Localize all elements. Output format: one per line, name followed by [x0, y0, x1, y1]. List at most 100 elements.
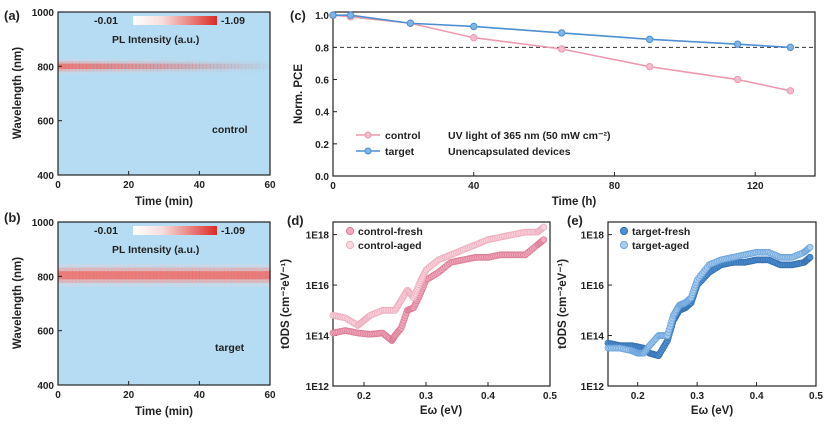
colorbar: [133, 226, 217, 235]
heatmap-cell: [125, 61, 130, 72]
x-tick-label: 0.3: [419, 391, 433, 402]
y-tick-label: 1E18: [306, 231, 330, 242]
heatmap-cell: [199, 267, 204, 283]
heatmap-cell: [142, 58, 147, 74]
heatmap-cell: [153, 267, 158, 283]
heatmap-cell: [185, 58, 190, 74]
heatmap-cell: [227, 63, 232, 70]
heatmap-cell: [242, 59, 246, 74]
heatmap-axes: 0 20 40 60 400 600 800 1000: [32, 8, 276, 191]
heatmap-cell: [128, 263, 133, 287]
heatmap-cell: [146, 263, 151, 287]
heatmap-cell: [121, 58, 126, 74]
heatmap-cell: [188, 58, 193, 74]
heatmap-cell: [135, 58, 140, 74]
heatmap-cell: [96, 267, 101, 283]
heatmap-cell: [146, 267, 151, 283]
heatmap-cell: [89, 58, 94, 74]
panel-d: (d) 0.2 0.3 0.4 0.5 1E12 1E14 1E16 1E18 control…: [280, 213, 557, 417]
heatmap-cell: [217, 61, 222, 72]
x-tick-label: 0.4: [750, 391, 764, 402]
colorbar-title: PL Intensity (a.u.): [112, 244, 199, 256]
series-line-control: [332, 14, 791, 92]
heatmap-cell: [245, 267, 250, 283]
heatmap-cell: [72, 263, 77, 287]
heatmap-cell: [167, 58, 172, 74]
heatmap-cell: [202, 267, 207, 283]
heatmap-cell: [192, 263, 197, 287]
heatmap-cell: [103, 63, 109, 70]
heatmap-cell: [107, 263, 112, 287]
heatmap-cell: [72, 267, 77, 283]
heatmap-cell: [206, 58, 211, 74]
heatmap-cell: [114, 263, 119, 287]
heatmap-cell: [61, 61, 66, 72]
heatmap-cell: [164, 61, 169, 72]
heatmap-cell: [181, 267, 186, 283]
heatmap-cell: [227, 263, 232, 287]
heatmap-cell: [167, 263, 172, 287]
y-tick-label: 400: [37, 381, 54, 392]
heatmap-cell: [93, 267, 98, 283]
heatmap-cell: [82, 61, 87, 72]
heatmap-cell: [65, 263, 70, 287]
heatmap-cell: [118, 267, 123, 283]
pce-axes: 0 40 80 120 0.0 0.2 0.4 0.6 0.8 1.0: [315, 11, 815, 192]
heatmap-cell: [75, 267, 80, 283]
heatmap-cell: [142, 63, 147, 70]
heatmap-cell: [107, 63, 112, 70]
heatmap-cell: [266, 263, 271, 287]
pce-series: [329, 11, 795, 95]
heatmap-cell: [206, 61, 211, 72]
heatmap-cell: [164, 63, 169, 70]
heatmap-cell: [228, 59, 232, 74]
heatmap-cell: [245, 63, 250, 70]
heatmap-cell: [89, 63, 94, 70]
heatmap-cell: [234, 267, 239, 283]
x-tick-label: 0.4: [481, 391, 495, 402]
data-point-control: [470, 34, 478, 42]
heatmap-cell: [171, 263, 176, 287]
heatmap-cell: [167, 267, 172, 283]
heatmap-cell: [156, 63, 162, 70]
heatmap-cell: [111, 263, 116, 287]
legend-control-label: control: [385, 130, 421, 142]
heatmap-cell: [65, 58, 70, 74]
legend-target-fresh-label: target-fresh: [632, 226, 690, 238]
y-tick-label: 1E16: [581, 281, 605, 292]
heatmap-cell: [135, 61, 140, 72]
colorbar-max-label: -1.09: [221, 15, 245, 27]
heatmap-cell: [195, 63, 200, 70]
data-point-target: [645, 35, 654, 44]
legend-control-aged-marker: [345, 240, 355, 250]
heatmap-cell: [153, 63, 158, 70]
heatmap-cell: [156, 263, 162, 287]
heatmap-cell: [245, 61, 250, 72]
heatmap-cell: [75, 63, 80, 70]
heatmap-cell: [213, 263, 218, 287]
data-point-target: [733, 40, 742, 48]
heatmap-cell: [86, 58, 91, 74]
heatmap-cell: [192, 63, 197, 70]
heatmap-cell: [61, 263, 66, 287]
heatmap-cell: [146, 61, 151, 72]
y-tick-label: 0.8: [315, 43, 329, 54]
y-tick-label: 800: [37, 272, 54, 283]
heatmap-cell: [209, 58, 215, 74]
heatmap-cell: [206, 263, 211, 287]
data-point-target-fresh: [806, 253, 814, 261]
data-point-target: [329, 11, 337, 19]
heatmap-cell: [72, 58, 77, 74]
heatmap-cell: [241, 267, 246, 283]
x-axis-title: Eω (eV): [691, 405, 733, 417]
heatmap-cell: [149, 267, 154, 283]
data-point-control: [645, 62, 654, 71]
panel-b: (b) -0.01 -1.09 PL Intensity (a.u.) targ…: [4, 210, 276, 418]
legend-target-aged-label: target-aged: [632, 240, 689, 252]
heatmap-cell: [107, 267, 112, 283]
heatmap-cell: [149, 58, 154, 74]
heatmap-cell: [206, 63, 211, 70]
heatmap-cell: [111, 63, 116, 70]
heatmap-cell: [114, 61, 119, 72]
heatmap-cell: [132, 267, 137, 283]
